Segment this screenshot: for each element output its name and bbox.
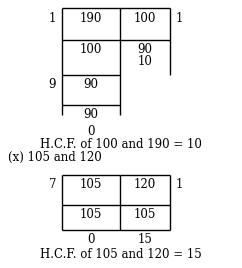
Text: 9: 9 (48, 78, 56, 91)
Text: 7: 7 (48, 178, 56, 191)
Text: 90: 90 (83, 108, 98, 121)
Text: 90: 90 (83, 78, 98, 91)
Text: 105: 105 (80, 178, 102, 191)
Text: 1: 1 (176, 178, 183, 191)
Text: 100: 100 (80, 43, 102, 56)
Text: 190: 190 (80, 12, 102, 25)
Text: 105: 105 (134, 208, 156, 221)
Text: 0: 0 (87, 233, 95, 246)
Text: 90: 90 (137, 43, 152, 56)
Text: 100: 100 (134, 12, 156, 25)
Text: 1: 1 (49, 12, 56, 25)
Text: (x) 105 and 120: (x) 105 and 120 (8, 151, 102, 164)
Text: H.C.F. of 100 and 190 = 10: H.C.F. of 100 and 190 = 10 (40, 138, 202, 151)
Text: 0: 0 (87, 125, 95, 138)
Text: H.C.F. of 105 and 120 = 15: H.C.F. of 105 and 120 = 15 (40, 248, 202, 261)
Text: 1: 1 (176, 12, 183, 25)
Text: 15: 15 (137, 233, 152, 246)
Text: 120: 120 (134, 178, 156, 191)
Text: 105: 105 (80, 208, 102, 221)
Text: 10: 10 (137, 55, 152, 68)
